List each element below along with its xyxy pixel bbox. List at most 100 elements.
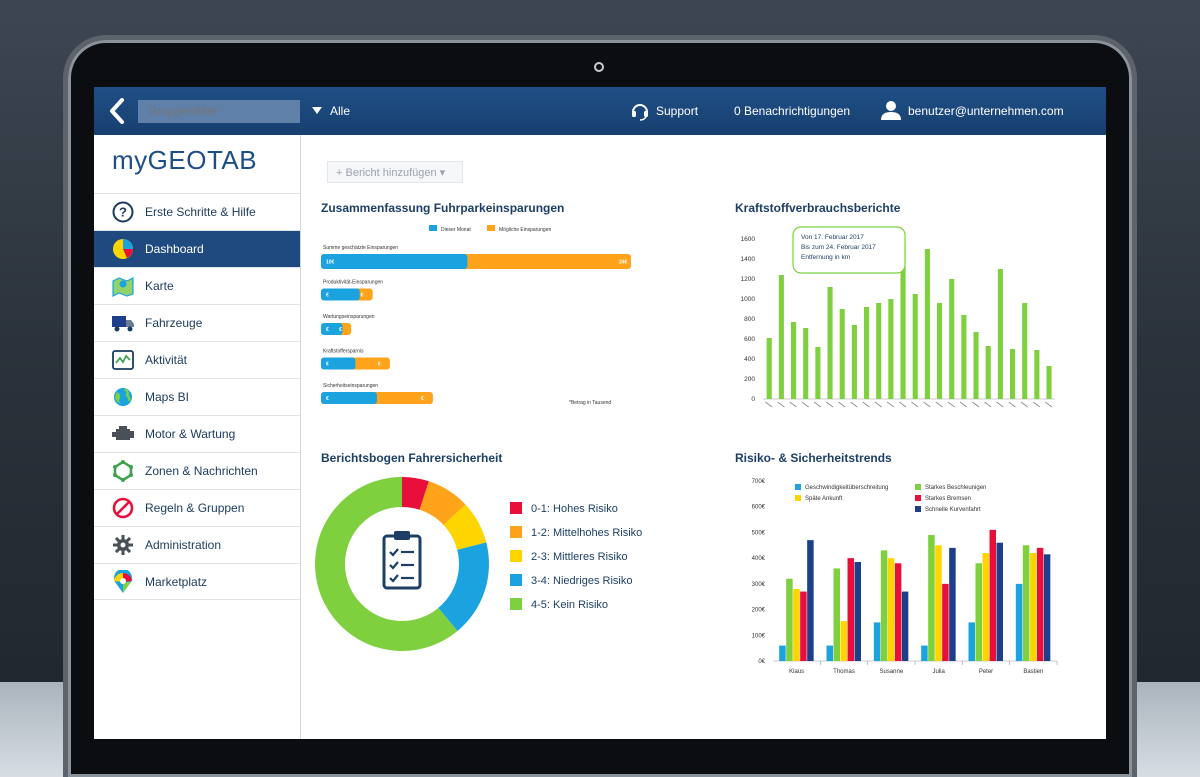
app-screen: Alle Support 0 Benachrichtigungen benutz… <box>94 87 1106 739</box>
risk-bar <box>1029 553 1037 661</box>
risk-bar <box>793 589 800 661</box>
sidebar-item-vehicles[interactable]: Fahrzeuge <box>94 304 300 341</box>
bar-value-label: 10€ <box>326 260 335 266</box>
x-tick-mark <box>886 401 895 408</box>
fuel-bar <box>851 325 857 399</box>
sidebar-item-map[interactable]: Karte <box>94 267 300 304</box>
risk-bar <box>901 591 909 661</box>
sidebar-item-label: Marketplatz <box>145 574 208 589</box>
legend-swatch <box>510 526 522 538</box>
fuel-bar <box>985 346 991 399</box>
headset-icon <box>632 104 648 121</box>
add-report-button[interactable]: + Bericht hinzufügen ▾ <box>327 161 463 183</box>
bar-value-label: € <box>361 293 364 299</box>
webcam-icon <box>594 62 604 72</box>
bar-value-label: € <box>378 362 381 368</box>
sidebar-item-help[interactable]: ? Erste Schritte & Hilfe <box>94 193 300 230</box>
fuel-bar <box>803 328 809 399</box>
fuel-bar <box>900 243 906 399</box>
legend-swatch <box>915 506 921 512</box>
legend-label: Mögliche Einsparungen <box>499 227 551 233</box>
sidebar-item-zones[interactable]: Zonen & Nachrichten <box>94 452 300 489</box>
x-tick-label: Julia <box>932 669 945 675</box>
bar-value-label: € <box>339 327 342 333</box>
risk-bar <box>873 622 881 661</box>
x-tick-mark <box>1020 401 1028 408</box>
sidebar-item-label: Motor & Wartung <box>145 427 236 441</box>
x-tick-mark <box>984 401 992 408</box>
fuel-bar <box>876 303 882 399</box>
bar-this-month <box>321 254 468 269</box>
x-tick-mark <box>911 401 919 408</box>
risk-bar <box>779 645 786 661</box>
y-tick-label: 200 <box>744 376 755 383</box>
notifications-link[interactable]: 0 Benachrichtigungen <box>734 99 850 123</box>
legend-label: Schnelle Kurvenfahrt <box>925 507 981 513</box>
donut-slice <box>419 481 466 525</box>
sidebar-item-rules[interactable]: Regeln & Gruppen <box>94 489 300 526</box>
x-tick-mark <box>801 401 809 408</box>
filter-dropdown[interactable]: Alle <box>312 100 350 123</box>
bar-category-label: Produktivität-Einsparungen <box>323 280 383 286</box>
risk-bar <box>949 547 956 661</box>
sidebar-item-maps-bi[interactable]: Maps BI <box>94 378 300 415</box>
bar-this-month <box>321 392 377 404</box>
back-button[interactable] <box>108 98 126 124</box>
truck-icon <box>111 311 135 335</box>
date-range-callout <box>792 226 906 274</box>
sidebar-item-label: Erste Schritte & Hilfe <box>145 205 256 219</box>
sidebar-item-dashboard[interactable]: Dashboard <box>94 230 300 267</box>
top-bar: Alle Support 0 Benachrichtigungen benutz… <box>94 87 1106 135</box>
y-tick-label: 1200 <box>741 276 756 283</box>
help-icon: ? <box>111 200 135 224</box>
risk-bar <box>921 645 928 661</box>
x-tick-mark <box>923 401 931 408</box>
legend-label: 0-1: Hohes Risiko <box>531 503 618 515</box>
fuel-bar <box>815 347 821 399</box>
risk-bar <box>833 568 840 661</box>
legend-swatch <box>510 598 522 610</box>
bar-category-label: Wartungseinsparungen <box>323 314 375 320</box>
sidebar-item-activity[interactable]: Aktivität <box>94 341 300 378</box>
user-menu[interactable]: benutzer@unternehmen.com <box>880 99 1064 123</box>
activity-icon <box>111 348 135 372</box>
fuel-bar <box>949 279 955 399</box>
group-filter-input[interactable] <box>138 100 300 123</box>
risk-bar <box>887 558 895 661</box>
fuel-bar <box>766 338 772 399</box>
risk-bar <box>935 545 942 661</box>
fuel-bar <box>827 287 833 399</box>
risk-bar <box>982 553 989 661</box>
risk-bar <box>847 558 854 661</box>
x-tick-label: Thomas <box>833 669 855 675</box>
user-email: benutzer@unternehmen.com <box>908 104 1064 118</box>
zones-icon <box>111 459 135 483</box>
support-link[interactable]: Support <box>630 99 698 123</box>
plus-icon: + <box>336 167 346 179</box>
x-tick-mark <box>874 401 882 408</box>
sidebar-item-engine[interactable]: Motor & Wartung <box>94 415 300 452</box>
driver-safety-donut: 0-1: Hohes Risiko 1-2: Mittelhohes Risiko… <box>315 477 642 651</box>
sidebar-item-administration[interactable]: Administration <box>94 526 300 563</box>
fuel-bar <box>1034 350 1040 399</box>
sidebar-item-label: Dashboard <box>145 242 204 256</box>
sidebar-item-marketplace[interactable]: Marketplatz <box>94 563 300 600</box>
x-tick-label: Klaus <box>789 669 804 675</box>
y-tick-label: 400 <box>744 356 755 363</box>
legend-swatch <box>915 484 921 490</box>
fuel-bar <box>778 275 784 399</box>
y-tick-label: 200€ <box>752 608 766 614</box>
caret-down-icon <box>312 107 322 114</box>
x-tick-mark <box>996 401 1004 408</box>
legend-label: Starkes Beschleunigen <box>925 485 986 491</box>
x-tick-mark <box>935 401 943 408</box>
y-tick-label: 1400 <box>741 256 756 263</box>
legend-label: Starkes Bremsen <box>925 496 971 502</box>
sidebar-item-label: Maps BI <box>145 390 190 404</box>
bar-this-month <box>321 288 360 301</box>
svg-text:?: ? <box>119 205 127 220</box>
mygeotab-logo[interactable]: myGEOTAB <box>112 145 257 176</box>
legend-swatch <box>915 495 921 501</box>
y-tick-label: 600€ <box>752 505 766 511</box>
legend-swatch <box>510 502 522 514</box>
